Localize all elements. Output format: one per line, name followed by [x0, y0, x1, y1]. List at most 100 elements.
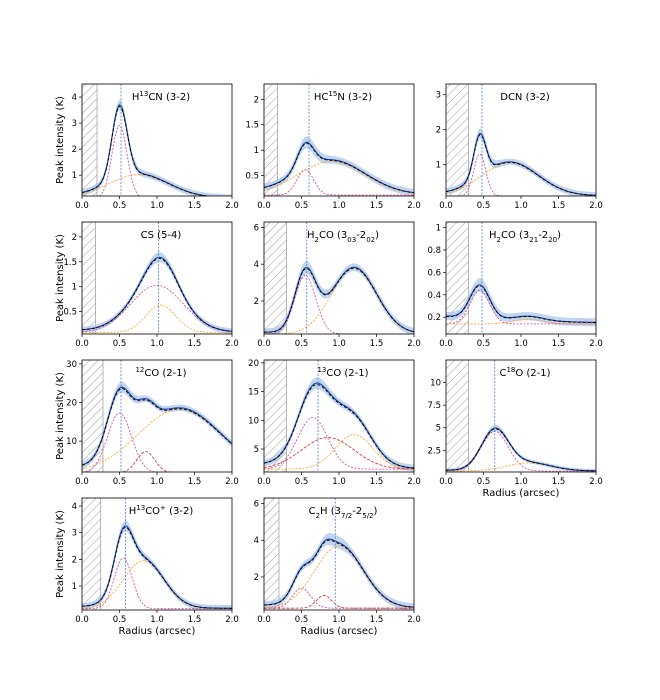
panel-title: HC15N (3-2): [314, 90, 372, 103]
hatch-region: [82, 498, 101, 610]
y-tick-label: 5: [436, 424, 441, 434]
model-line: [446, 134, 596, 196]
y-tick-label: 0.6: [427, 268, 441, 278]
y-tick-label: 6: [254, 500, 259, 510]
panel-0: 1 2 3 4 0.0 0.5 1.0 1.5 2.0 H13CN (3-2): [72, 83, 239, 211]
x-tick-label: 2.0: [589, 477, 603, 487]
x-tick-label: 1.0: [332, 477, 346, 487]
y-tick-label: 0.4: [427, 291, 441, 301]
x-tick-label: 0.5: [113, 201, 127, 211]
x-tick-label: 0.5: [295, 477, 309, 487]
x-tick-label: 0.0: [75, 477, 89, 487]
panel-2: 1 2 3 0.0 0.5 1.0 1.5 2.0 DCN (3-2): [436, 83, 603, 211]
x-tick-label: 0.0: [257, 615, 271, 625]
y-tick-label: 4: [254, 536, 259, 546]
component-3-line: [264, 437, 414, 470]
uncertainty-band: [82, 381, 232, 469]
x-tick-label: 1.0: [514, 339, 528, 349]
y-tick-label: 4: [72, 502, 77, 512]
panel-title: CS (5-4): [141, 230, 182, 241]
component-1-line: [264, 169, 414, 196]
y-tick-label: 4: [72, 93, 77, 103]
hatch-region: [446, 84, 469, 196]
x-tick-label: 0.5: [113, 339, 127, 349]
x-tick-label: 0.5: [477, 201, 491, 211]
component-2-line: [264, 267, 414, 334]
x-tick-label: 2.0: [407, 477, 421, 487]
x-tick-label: 1.0: [150, 339, 164, 349]
y-tick-label: 15: [248, 388, 259, 398]
x-axis-label: Radius (arcsec): [119, 626, 196, 637]
x-tick-label: 1.0: [150, 477, 164, 487]
hatch-region: [264, 222, 287, 334]
model-line: [264, 267, 414, 333]
component-3-line: [120, 451, 172, 472]
component-2-line: [264, 545, 414, 609]
x-tick-label: 0.0: [439, 477, 453, 487]
x-tick-label: 2.0: [225, 477, 239, 487]
y-tick-label: 0.5: [63, 308, 77, 318]
y-tick-label: 2: [254, 573, 259, 583]
x-tick-label: 1.5: [188, 477, 202, 487]
y-tick-label: 2.5: [427, 446, 441, 456]
y-axis-label: Peak intensity (K): [55, 510, 66, 598]
panel-4: 2 4 6 0.0 0.5 1.0 1.5 2.0 H2CO (303-202): [254, 221, 421, 349]
x-tick-label: 0.5: [477, 339, 491, 349]
y-tick-label: 30: [66, 360, 77, 370]
component-1-line: [98, 124, 141, 196]
x-tick-label: 1.0: [514, 477, 528, 487]
model-line: [446, 428, 596, 472]
x-tick-label: 0.0: [75, 615, 89, 625]
x-tick-label: 2.0: [589, 339, 603, 349]
x-tick-label: 2.0: [589, 201, 603, 211]
x-tick-label: 1.5: [552, 477, 566, 487]
x-tick-label: 0.5: [295, 339, 309, 349]
y-tick-label: 10: [430, 379, 441, 389]
y-tick-label: 2: [72, 555, 77, 565]
component-2-line: [264, 434, 414, 470]
x-tick-label: 2.0: [407, 615, 421, 625]
component-3-line: [264, 594, 414, 609]
x-tick-label: 2.0: [407, 201, 421, 211]
component-1-line: [82, 284, 232, 333]
x-tick-label: 1.5: [188, 615, 202, 625]
y-tick-label: 2: [254, 297, 259, 307]
panel-title: DCN (3-2): [500, 92, 550, 103]
panel-title: 13CO (2-1): [317, 366, 368, 379]
panel-9: 1 2 3 4 0.0 0.5 1.0 1.5 2.0 H13CO+ (3-2): [72, 497, 239, 625]
data-line: [82, 104, 212, 196]
panel-8: 2.5 5 7.5 10 0.0 0.5 1.0 1.5 2.0 C18O (2-1): [427, 359, 603, 487]
y-tick-label: 10: [248, 416, 259, 426]
x-tick-label: 1.5: [552, 339, 566, 349]
panel-5: 0.2 0.4 0.6 0.8 1 0.0 0.5 1.0 1.5 2.0 H2CO (321-22…: [427, 221, 603, 349]
x-tick-label: 2.0: [225, 339, 239, 349]
uncertainty-band: [82, 252, 232, 334]
x-axis-label: Radius (arcsec): [301, 626, 378, 637]
panel-6: 10 20 30 0.0 0.5 1.0 1.5 2.0 12CO (2-1): [66, 359, 239, 487]
panel-7: 5 10 15 20 0.0 0.5 1.0 1.5 2.0 13CO (2-1): [248, 359, 421, 487]
y-tick-label: 10: [66, 437, 77, 447]
y-axis-label: Peak intensity (K): [55, 372, 66, 460]
model-line: [446, 285, 596, 324]
x-tick-label: 2.0: [225, 615, 239, 625]
x-tick-label: 1.5: [552, 201, 566, 211]
y-tick-label: 0.5: [245, 172, 259, 182]
panel-title: C2H (37/2-25/2): [309, 506, 378, 520]
x-tick-label: 2.0: [225, 201, 239, 211]
y-tick-label: 2: [72, 145, 77, 155]
hatch-region: [82, 222, 96, 334]
x-tick-label: 1.5: [370, 201, 384, 211]
y-tick-label: 0.8: [427, 246, 441, 256]
y-tick-label: 1: [436, 224, 441, 234]
model-line: [264, 539, 414, 608]
x-tick-label: 0.0: [257, 339, 271, 349]
y-tick-label: 2: [254, 95, 259, 105]
component-2-line: [446, 318, 596, 325]
y-tick-label: 3: [72, 119, 77, 129]
y-tick-label: 1: [254, 146, 259, 156]
y-axis-label: Peak intensity (K): [55, 96, 66, 184]
hatch-region: [446, 360, 469, 472]
y-tick-label: 1: [72, 171, 77, 181]
model-line: [82, 258, 232, 332]
